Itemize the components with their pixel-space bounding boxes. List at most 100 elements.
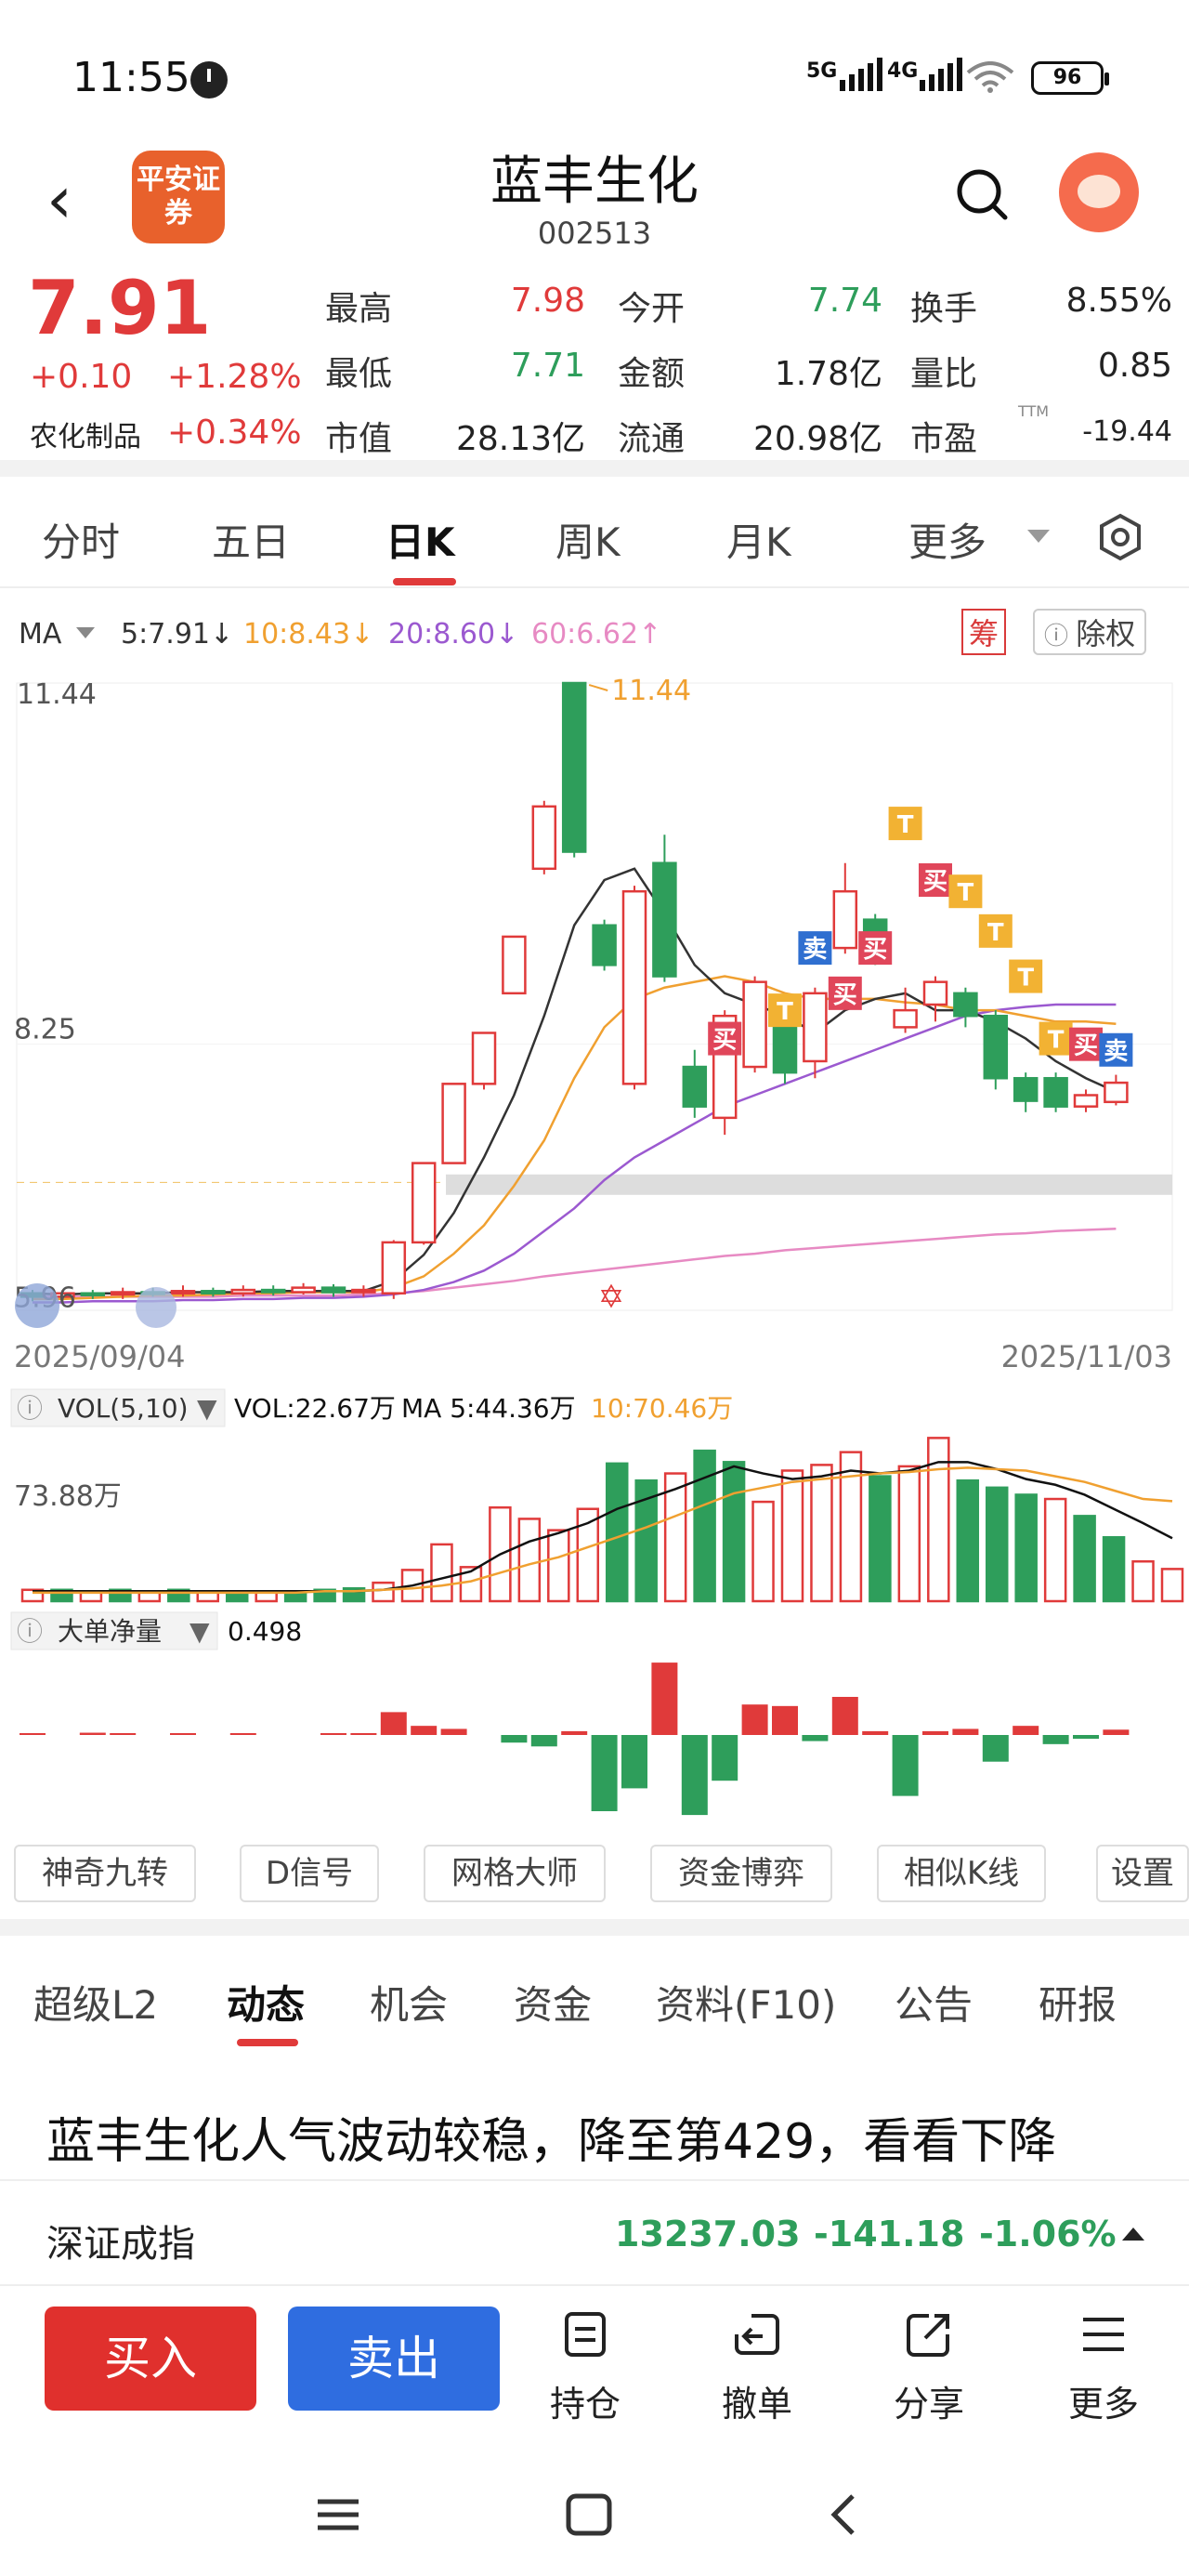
max-price-label: 11.44: [611, 675, 691, 707]
volume-bar: [810, 1464, 833, 1603]
volume-bar: [517, 1518, 542, 1603]
volume-bar: [313, 1588, 336, 1603]
more-button[interactable]: 更多: [1048, 2310, 1159, 2426]
sell-button[interactable]: 卖出: [288, 2307, 500, 2411]
gear-icon[interactable]: [1096, 513, 1144, 561]
net-volume-bar: [862, 1730, 889, 1735]
ma5-line: [32, 867, 1117, 1296]
tab-daily-k[interactable]: 日K: [385, 519, 455, 565]
expand-up-icon[interactable]: [1122, 2228, 1144, 2241]
high-label: 最高: [325, 290, 393, 328]
net-volume-bar: [320, 1733, 346, 1735]
net-volume-bar: [561, 1730, 588, 1735]
recent-apps-icon[interactable]: [318, 2499, 359, 2530]
back-nav-icon[interactable]: [830, 2494, 855, 2535]
buy-button[interactable]: 买入: [45, 2307, 256, 2411]
market-cap-value: 28.13亿: [455, 420, 585, 458]
tab-super-l2[interactable]: 超级L2: [33, 1982, 159, 2028]
signal-label: T: [958, 879, 974, 907]
holdings-button[interactable]: 持仓: [529, 2310, 641, 2426]
signal-badge: [798, 931, 832, 966]
ma-selector[interactable]: MA: [19, 618, 62, 651]
indicator-settings-button[interactable]: 设置: [1096, 1845, 1189, 1902]
open-label: 今开: [618, 290, 686, 328]
index-value: 13237.03: [615, 2214, 801, 2254]
candle: [682, 1065, 708, 1108]
ex-rights-button[interactable]: ⓘ 除权: [1033, 609, 1147, 655]
net-volume-bar: [20, 1733, 46, 1735]
back-icon[interactable]: ‹: [46, 162, 72, 238]
tab-intraday[interactable]: 分时: [42, 519, 121, 565]
tab-capital[interactable]: 资金: [514, 1982, 593, 2028]
indicator-fund-game-button[interactable]: 资金博弈: [650, 1845, 832, 1902]
net-volume-bar: [681, 1735, 708, 1816]
volume-bar: [547, 1529, 570, 1603]
tab-announcement[interactable]: 公告: [895, 1982, 973, 2028]
signal-badge: [858, 931, 893, 966]
net-volume-bar: [772, 1705, 798, 1735]
turnover-label: 换手: [910, 290, 978, 328]
volume-bar: [897, 1465, 921, 1603]
index-ticker[interactable]: 深证成指 13237.03 -141.18 -1.06%: [0, 2179, 1189, 2286]
tab-more[interactable]: 更多: [908, 519, 987, 565]
tab-news[interactable]: 动态: [227, 1982, 306, 2028]
stock-name: 蓝丰生化: [490, 151, 699, 212]
net-volume-bar: [1042, 1735, 1069, 1744]
signal-label: T: [777, 998, 793, 1026]
assistant-avatar-icon[interactable]: [1059, 152, 1139, 232]
candle: [742, 980, 767, 1069]
vol-legend: ⓘ VOL(5,10) ▼ VOL:22.67万 MA 5:44.36万 10:70.46…: [10, 1388, 733, 1427]
float-cap-value: 20.98亿: [752, 420, 882, 458]
volume-bar: [839, 1451, 863, 1603]
candle: [201, 1290, 226, 1295]
candle: [1043, 1076, 1068, 1108]
tab-weekly-k[interactable]: 周K: [555, 519, 621, 565]
quote-panel: 7.91 +0.10 +1.28% 农化制品 +0.34% 最高 7.98 今开…: [0, 265, 1189, 477]
volume-bar: [927, 1437, 950, 1603]
candle: [502, 935, 527, 995]
kline-chart-area[interactable]: 买T卖买买T买 TTTT 买卖 ⓘ VOL(5,10) ▼ VOL:22.67万 MA 5:…: [0, 664, 1189, 1835]
tab-research[interactable]: 研报: [1039, 1982, 1117, 2028]
volume-bar: [605, 1462, 629, 1603]
chip-distribution-button[interactable]: 筹: [961, 609, 1007, 655]
tab-monthly-k[interactable]: 月K: [726, 519, 791, 565]
signal-label: T: [1017, 965, 1034, 992]
indicator-d-signal-button[interactable]: D信号: [240, 1845, 379, 1902]
index-name: 深证成指: [46, 2223, 195, 2266]
search-icon[interactable]: [955, 167, 1009, 221]
ma10-polyline: [33, 975, 1117, 1301]
indicator-magic-nine-button[interactable]: 神奇九转: [14, 1845, 196, 1902]
net-volume-bar: [591, 1735, 618, 1811]
ma10-line: [33, 975, 1117, 1301]
tab-opportunity[interactable]: 机会: [370, 1982, 449, 2028]
signal-label: T: [987, 919, 1004, 947]
share-button[interactable]: 分享: [873, 2310, 985, 2426]
net-volume-bar: [651, 1663, 678, 1735]
chevron-down-icon: ▼: [197, 1393, 217, 1424]
signal-label: 买: [1074, 1032, 1098, 1060]
chart-period-tabs: 分时 五日 日K 周K 月K 更多: [0, 481, 1189, 588]
indicator-similar-k-button[interactable]: 相似K线: [877, 1845, 1046, 1902]
candle: [260, 1288, 286, 1294]
cancel-order-button[interactable]: 撤单: [701, 2310, 813, 2426]
y-axis-label-max: 11.44: [17, 678, 97, 711]
volume-bar: [869, 1475, 892, 1603]
vol-ma5-line: [33, 1461, 1173, 1593]
chevron-down-icon: [76, 627, 95, 638]
sector-name[interactable]: 农化制品: [30, 421, 141, 453]
news-headline[interactable]: 蓝丰生化人气波动较稳，降至第429，看看下降: [46, 2114, 1057, 2170]
cancel-order-label: 撤单: [721, 2384, 792, 2425]
signal-badge: [888, 807, 922, 841]
home-icon[interactable]: [566, 2493, 612, 2536]
price-change-pct: +1.28%: [167, 358, 302, 396]
indicator-grid-master-button[interactable]: 网格大师: [424, 1845, 606, 1902]
tab-five-day[interactable]: 五日: [212, 519, 291, 565]
tab-f10[interactable]: 资料(F10): [656, 1982, 837, 2028]
net-volume-bar: [440, 1728, 467, 1735]
index-pct: -1.06%: [979, 2214, 1117, 2254]
system-nav-bar: [318, 2493, 855, 2536]
document-icon: [565, 2312, 606, 2357]
network-5g-label: 5G: [806, 59, 838, 83]
candle: [1073, 1094, 1099, 1108]
net-volume-bar: [892, 1735, 919, 1796]
